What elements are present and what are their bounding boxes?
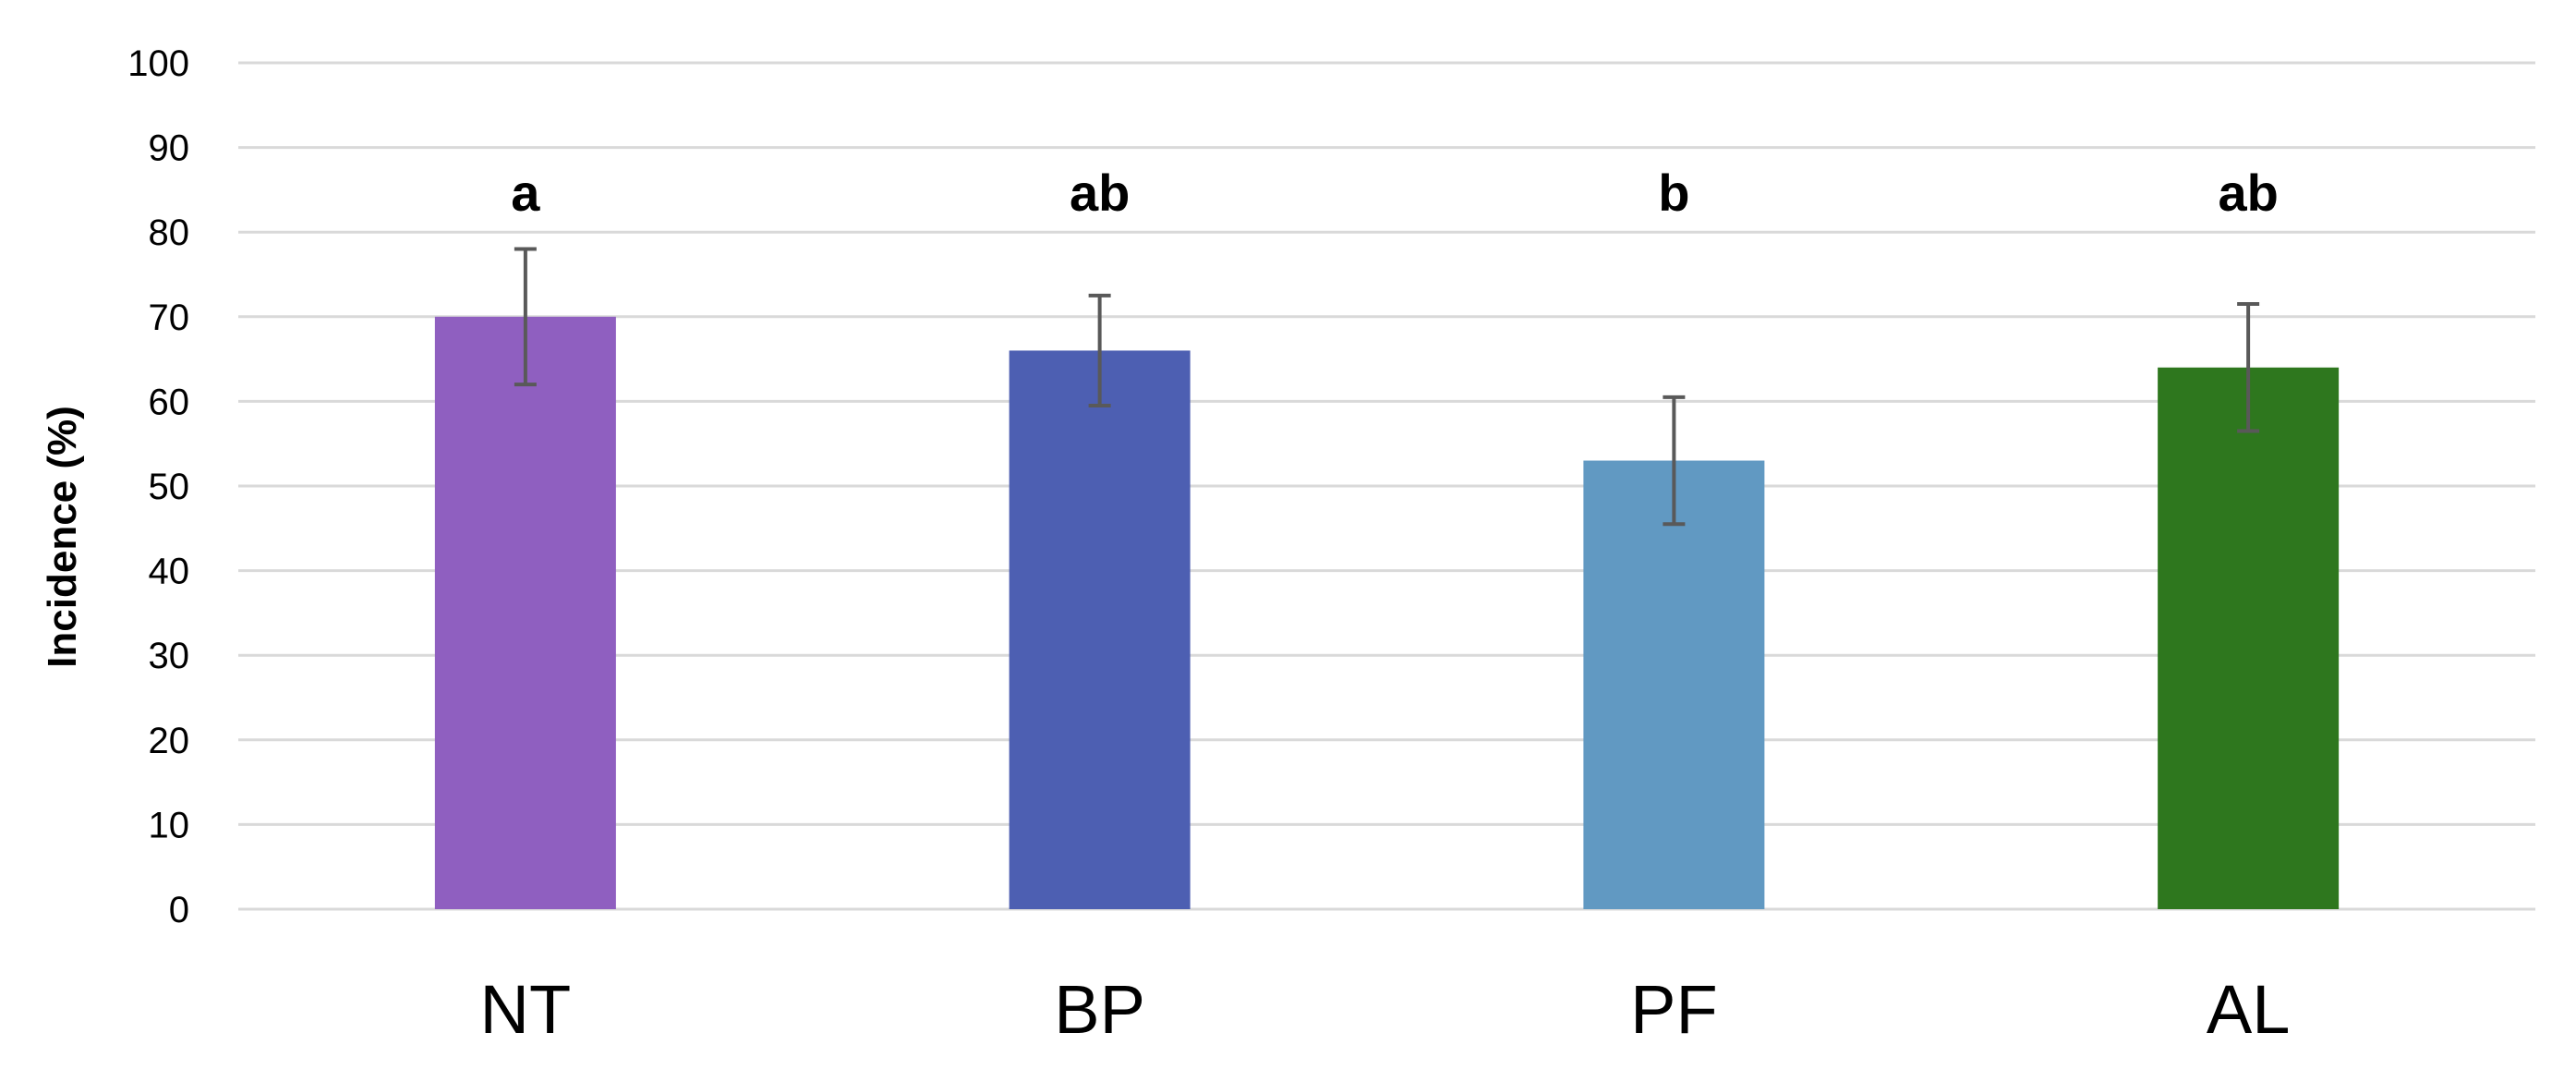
y-tick-label: 50 xyxy=(149,467,190,507)
error-bars xyxy=(514,247,2260,527)
bar-pf xyxy=(1583,460,1765,909)
significance-labels: a ab b ab xyxy=(511,164,2279,222)
y-tick-label: 80 xyxy=(149,213,190,253)
y-tick-label: 20 xyxy=(149,721,190,761)
x-tick-label-al: AL xyxy=(2207,971,2291,1048)
bars xyxy=(434,316,2340,909)
significance-label-al: ab xyxy=(2218,164,2278,222)
significance-label-nt: a xyxy=(511,164,540,222)
significance-label-pf: b xyxy=(1658,164,1689,222)
y-axis-ticks: 0 10 20 30 40 50 60 70 80 90 100 xyxy=(127,43,189,930)
error-bar-pf xyxy=(1663,395,1686,527)
bar-bp xyxy=(1009,350,1191,909)
bar-al xyxy=(2158,367,2340,909)
error-bar-bp xyxy=(1088,293,1111,407)
x-axis-ticks: NT BP PF AL xyxy=(480,971,2291,1048)
y-axis-title: Incidence (%) xyxy=(40,406,85,668)
y-tick-label: 60 xyxy=(149,382,190,422)
bar-nt xyxy=(434,316,616,909)
x-tick-label-nt: NT xyxy=(480,971,572,1048)
x-tick-label-bp: BP xyxy=(1054,971,1145,1048)
gridlines xyxy=(238,61,2535,826)
y-tick-label: 70 xyxy=(149,298,190,338)
y-tick-label: 10 xyxy=(149,805,190,845)
y-tick-label: 100 xyxy=(127,43,189,84)
y-tick-label: 0 xyxy=(169,890,189,930)
y-tick-label: 90 xyxy=(149,128,190,169)
x-tick-label-pf: PF xyxy=(1630,971,1718,1048)
y-tick-label: 40 xyxy=(149,552,190,592)
significance-label-bp: ab xyxy=(1070,164,1130,222)
y-tick-label: 30 xyxy=(149,636,190,676)
error-bar-nt xyxy=(514,247,537,387)
error-bar-al xyxy=(2237,302,2260,433)
